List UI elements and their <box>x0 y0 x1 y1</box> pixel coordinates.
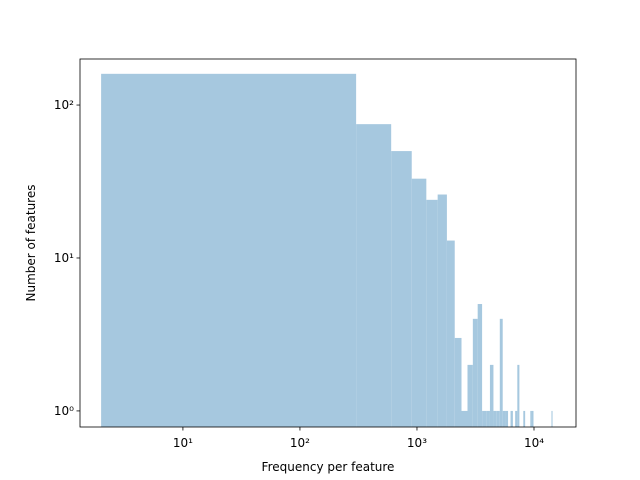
bar <box>499 318 503 427</box>
x-tick-label: 10³ <box>407 436 427 450</box>
y-tick-label: 10² <box>54 98 74 112</box>
bar <box>482 410 487 427</box>
bar <box>446 240 455 427</box>
bar <box>437 194 447 427</box>
bar <box>496 410 500 427</box>
bar <box>467 364 473 427</box>
bar <box>531 410 534 427</box>
bar <box>489 364 494 427</box>
x-tick-label: 10⁴ <box>524 436 544 450</box>
bar <box>356 124 392 427</box>
bar <box>523 410 526 427</box>
x-tick-label: 10¹ <box>173 436 193 450</box>
bar <box>461 410 468 427</box>
y-tick-label: 10⁰ <box>54 404 74 418</box>
y-axis-label: Number of features <box>24 185 38 302</box>
x-tick-label: 10² <box>290 436 310 450</box>
bar <box>510 410 513 427</box>
bar <box>101 73 357 427</box>
x-axis-label: Frequency per feature <box>262 460 395 474</box>
bar <box>493 410 497 427</box>
bar <box>530 410 532 427</box>
bar <box>391 151 412 427</box>
bar <box>517 364 520 427</box>
bar <box>505 410 509 427</box>
bar <box>515 410 518 427</box>
axes-frame <box>79 58 577 428</box>
bar <box>454 337 462 427</box>
bar <box>486 410 490 427</box>
bar <box>502 410 506 427</box>
bar <box>411 178 427 427</box>
bar <box>426 199 438 427</box>
bar <box>472 318 478 427</box>
bar <box>551 410 553 427</box>
bar <box>477 304 483 427</box>
y-tick-label: 10¹ <box>54 251 74 265</box>
